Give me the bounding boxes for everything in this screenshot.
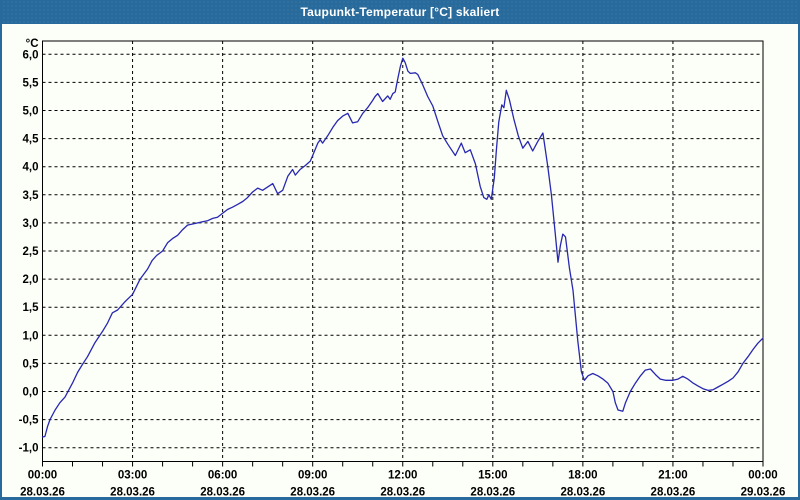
svg-text:3,0: 3,0	[23, 218, 39, 230]
x-tick-time: 21:00	[658, 470, 687, 482]
dewpoint-series-line	[41, 57, 764, 438]
svg-text:3,5: 3,5	[23, 190, 40, 202]
x-tick-date: 28.03.26	[110, 487, 155, 499]
svg-text:1,0: 1,0	[23, 330, 39, 342]
window-title: Taupunkt-Temperatur [°C] skaliert	[300, 5, 500, 19]
svg-text:2,5: 2,5	[23, 246, 40, 258]
y-axis-labels: 6,0 5,5 5,0 4,5 4,0 3,5 3,0 2,5 2,0 1,5 1,0 0,5 0,0 -…	[19, 38, 39, 455]
chart-area: 6,0 5,5 5,0 4,5 4,0 3,5 3,0 2,5 2,0 1,5 1,0 0,5 0,0 -…	[2, 24, 798, 499]
x-tick-date: 28.03.26	[651, 487, 696, 499]
svg-text:-1,0: -1,0	[19, 443, 39, 455]
x-tick-time: 06:00	[208, 470, 237, 482]
svg-text:5,5: 5,5	[23, 77, 40, 89]
svg-text:0,0: 0,0	[23, 387, 39, 399]
svg-text:4,5: 4,5	[23, 134, 40, 146]
x-tick-time: 18:00	[568, 470, 597, 482]
x-tick-date: 28.03.26	[380, 487, 425, 499]
x-tick-date: 28.03.26	[290, 487, 335, 499]
svg-text:4,0: 4,0	[23, 162, 39, 174]
y-axis-unit-label: °C	[26, 38, 39, 50]
x-tick-date: 29.03.26	[741, 487, 786, 499]
x-gridlines	[132, 41, 674, 462]
x-axis-labels: 00:00 28.03.26 03:00 28.03.26 06:00 28.03.26 0…	[20, 470, 785, 499]
svg-text:2,0: 2,0	[23, 274, 39, 286]
x-tick-time: 03:00	[118, 470, 147, 482]
svg-text:0,5: 0,5	[23, 358, 40, 370]
plot-border	[42, 40, 764, 462]
svg-text:-0,5: -0,5	[19, 415, 39, 427]
svg-text:1,5: 1,5	[23, 302, 40, 314]
window-titlebar: Taupunkt-Temperatur [°C] skaliert	[2, 0, 798, 24]
x-tick-time: 12:00	[388, 470, 417, 482]
x-tick-date: 28.03.26	[560, 487, 605, 499]
svg-text:5,0: 5,0	[23, 106, 39, 118]
x-tick-date: 28.03.26	[20, 487, 65, 499]
dewpoint-chart: 6,0 5,5 5,0 4,5 4,0 3,5 3,0 2,5 2,0 1,5 1,0 0,5 0,0 -…	[19, 38, 786, 499]
x-tick-time: 00:00	[28, 470, 57, 482]
x-tick-time: 09:00	[298, 470, 327, 482]
x-tick-time: 15:00	[478, 470, 507, 482]
x-tick-date: 28.03.26	[200, 487, 245, 499]
x-axis-ticks	[42, 461, 764, 467]
x-tick-time: 00:00	[748, 470, 777, 482]
svg-text:6,0: 6,0	[23, 49, 39, 61]
x-tick-date: 28.03.26	[470, 487, 515, 499]
